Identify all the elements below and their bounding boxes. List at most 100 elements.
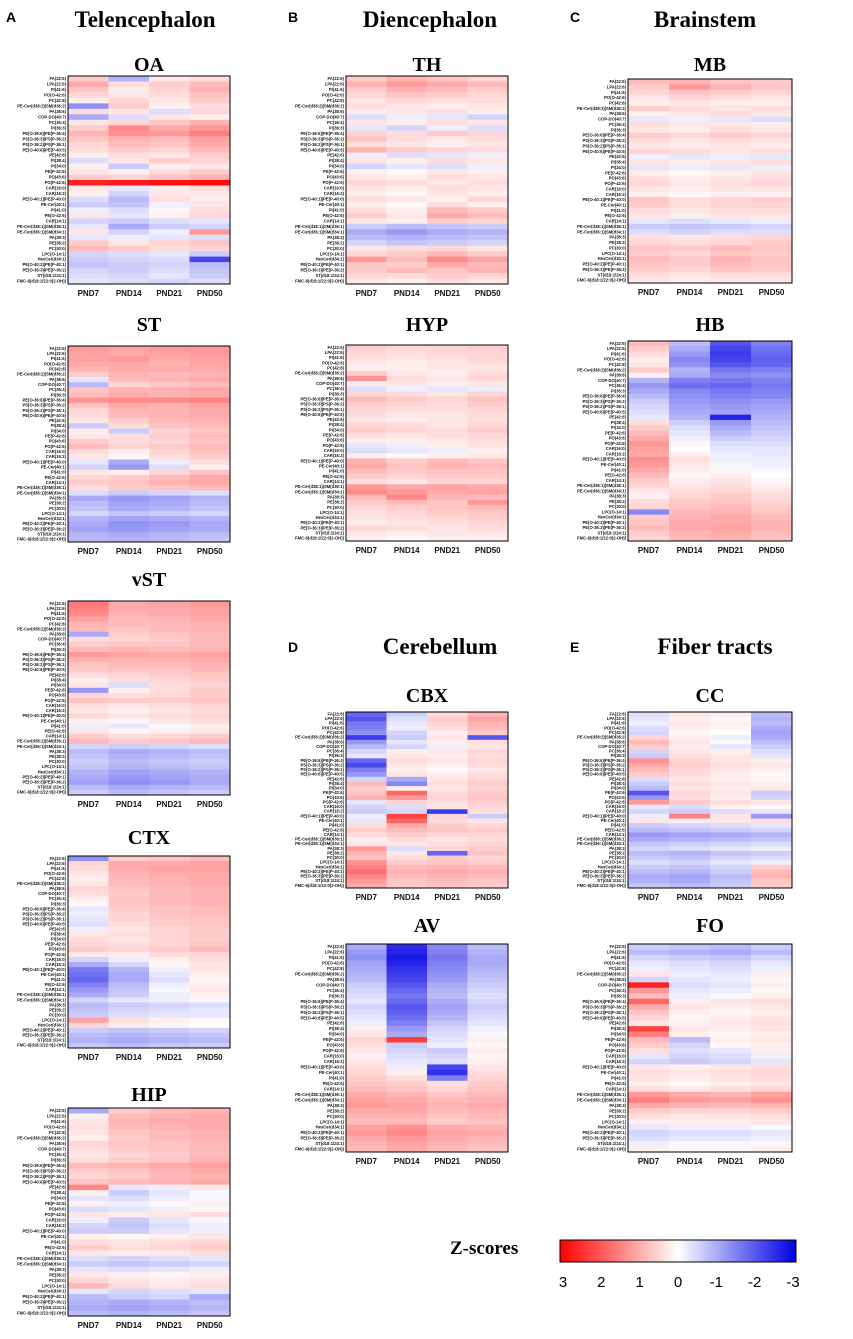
heatmap-cell xyxy=(386,730,428,736)
heatmap-cell xyxy=(108,672,150,678)
heatmap-cell xyxy=(467,169,509,175)
heatmap-cell xyxy=(149,169,190,175)
heatmap-cell xyxy=(751,1009,793,1016)
row-label: PI(41:0) xyxy=(611,208,627,213)
heatmap-cell xyxy=(669,739,711,745)
heatmap-cell xyxy=(710,1015,752,1022)
heatmap-cell xyxy=(149,967,190,973)
heatmap-cell xyxy=(189,196,231,203)
heatmap-cell xyxy=(108,866,150,872)
heatmap-cell xyxy=(427,81,468,88)
heatmap-cell xyxy=(189,738,231,745)
heatmap-cell xyxy=(108,611,150,617)
heatmap-cell xyxy=(467,1146,509,1153)
heatmap-cell xyxy=(467,855,509,861)
row-label: CAR(14:1) xyxy=(324,218,345,223)
heatmap-cell xyxy=(149,626,190,633)
column-label: PND50 xyxy=(759,893,785,902)
heatmap-cell xyxy=(149,941,190,948)
heatmap-cell xyxy=(68,531,109,538)
row-label: LPC(O-14:1) xyxy=(602,509,627,514)
heatmap-cell xyxy=(710,1037,752,1043)
heatmap-cell xyxy=(669,367,711,373)
row-label: PE(O-40:2)|PE(P-40:1) xyxy=(22,1294,66,1299)
heatmap-cell xyxy=(108,997,150,1003)
heatmap-cell xyxy=(149,1113,190,1120)
row-label: PI(41:0) xyxy=(611,467,627,472)
heatmap-cell xyxy=(751,356,793,363)
heatmap-cell xyxy=(149,601,190,607)
heatmap-cell xyxy=(68,152,109,159)
heatmap-cell xyxy=(751,213,793,219)
row-label: PI(41:6) xyxy=(329,87,345,92)
column-label: PND14 xyxy=(394,1157,420,1166)
heatmap-cell xyxy=(467,813,509,819)
row-label: LPA(22:6) xyxy=(325,82,345,87)
heatmap-vst: vSTFA(22:6)LPA(22:6)PI(41:6)PO(O-42:6)PC… xyxy=(17,569,231,809)
heatmap-cell xyxy=(68,698,109,704)
heatmap-cell xyxy=(669,234,711,241)
heatmap-frame xyxy=(67,1107,231,1317)
heatmap-cell xyxy=(751,121,793,128)
row-label: CAR(14:1) xyxy=(46,987,67,992)
heatmap-cell xyxy=(427,786,468,792)
heatmap-cell xyxy=(189,708,231,714)
heatmap-cell xyxy=(346,273,387,279)
row-label: PI(34:0) xyxy=(611,1032,627,1037)
row-label: CAR(16:2) xyxy=(606,192,627,197)
heatmap-cell xyxy=(751,467,793,473)
heatmap-cell xyxy=(346,207,387,214)
column-label: PND50 xyxy=(759,1157,785,1166)
row-label: PC(42:8) xyxy=(327,730,345,735)
heatmap-cell xyxy=(628,535,670,542)
heatmap-cell xyxy=(346,422,387,428)
heatmap-cell xyxy=(427,762,468,768)
heatmap-cell xyxy=(189,423,231,429)
heatmap-cell xyxy=(68,428,109,435)
heatmap-cell xyxy=(346,725,387,731)
heatmap-cell xyxy=(386,262,428,268)
heatmap-cell xyxy=(467,869,509,875)
row-label: PE(38:2) xyxy=(49,240,66,245)
heatmap-cell xyxy=(427,386,468,392)
row-label: HexCer(d34:1) xyxy=(598,864,627,869)
heatmap-cell xyxy=(149,423,190,429)
heatmap-cell xyxy=(189,901,231,907)
heatmap-cell xyxy=(149,454,190,460)
heatmap-cell xyxy=(751,362,793,368)
heatmap-cell xyxy=(149,957,190,963)
heatmap-cell xyxy=(189,1283,231,1290)
row-label: PA(38:3) xyxy=(609,1103,626,1108)
heatmap-cell xyxy=(628,175,670,182)
heatmap-cell xyxy=(467,1048,509,1054)
heatmap-cell xyxy=(108,444,150,450)
row-label: CAR(16:2) xyxy=(606,809,627,814)
heatmap-cell xyxy=(108,1255,150,1262)
heatmap-cell xyxy=(427,152,468,159)
column-label: PND50 xyxy=(197,289,223,298)
heatmap-cell xyxy=(149,738,190,745)
heatmap-cell xyxy=(669,1053,711,1060)
heatmap-cell xyxy=(628,758,670,764)
row-label: COP-DO(40:7) xyxy=(38,637,67,642)
row-label: PE(42:6) xyxy=(327,417,344,422)
heatmap-cell xyxy=(710,223,752,230)
heatmap-cell xyxy=(427,240,468,247)
heatmap-cell xyxy=(751,186,793,193)
heatmap-cell xyxy=(108,677,150,684)
heatmap-cell xyxy=(710,202,752,209)
heatmap-cell xyxy=(386,256,428,263)
heatmap-cell xyxy=(669,504,711,510)
column-label: PND21 xyxy=(718,288,744,297)
row-label: CAR(14:1) xyxy=(46,218,67,223)
heatmap-cell xyxy=(149,621,190,627)
row-label: PS(O-36:2)|PS(P-36:1) xyxy=(300,142,344,147)
heatmap-cell xyxy=(427,1042,468,1049)
row-label: PE(P-42:6) xyxy=(45,1201,67,1206)
heatmap-cell xyxy=(68,1217,109,1224)
heatmap-cell xyxy=(467,136,509,143)
heatmap-cell xyxy=(346,982,387,989)
heatmap-cell xyxy=(68,240,109,247)
heatmap-cell xyxy=(669,1037,711,1043)
heatmap-cell xyxy=(710,712,752,718)
